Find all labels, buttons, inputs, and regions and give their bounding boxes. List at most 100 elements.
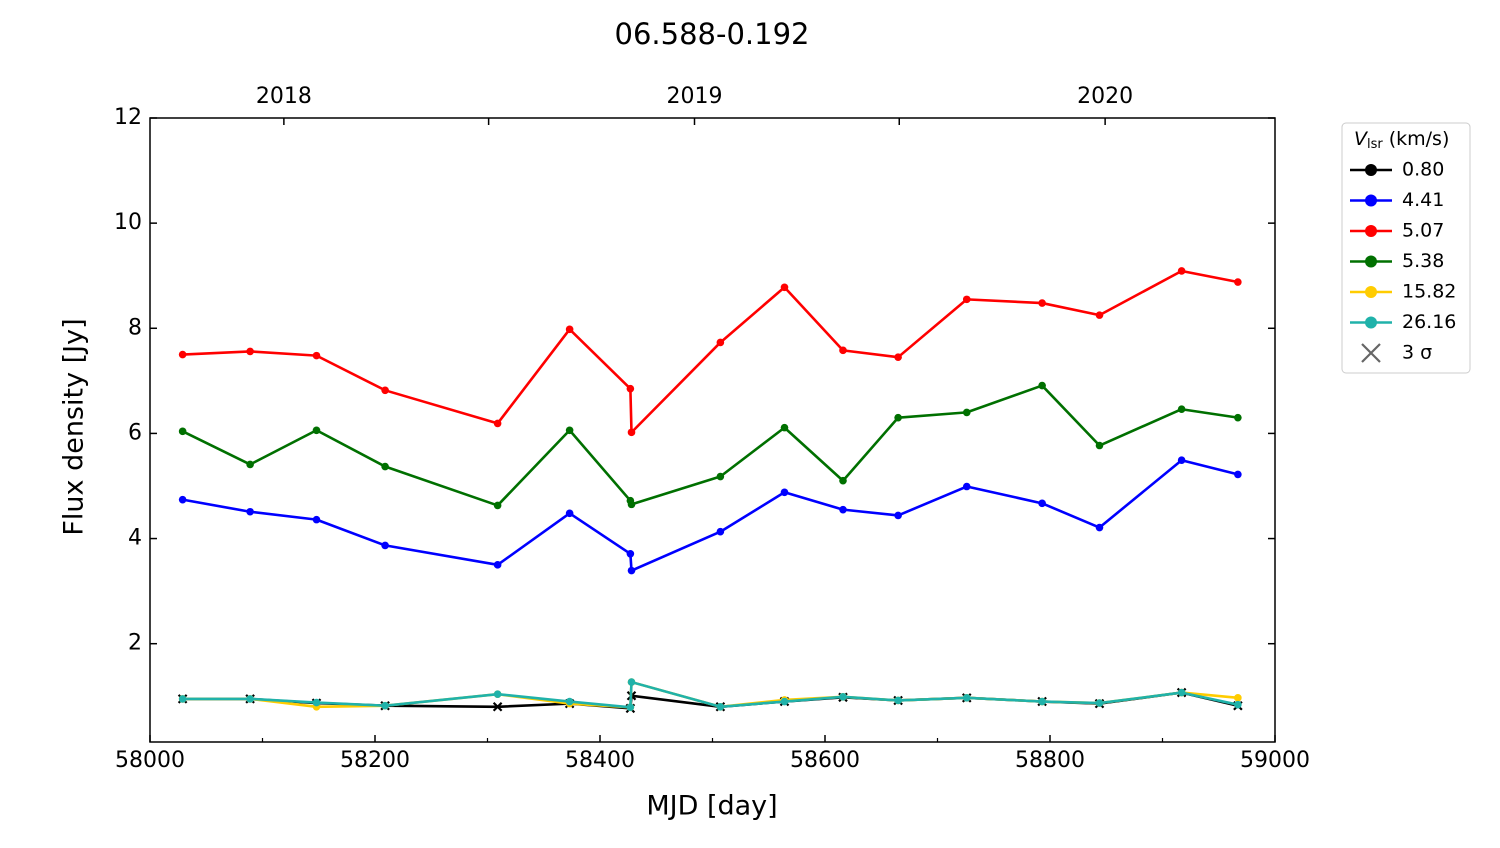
x2-tick-label: 2020 (1077, 84, 1133, 109)
x-tick-label: 58400 (565, 748, 635, 773)
x-tick-label: 58000 (115, 748, 185, 773)
point (626, 703, 635, 712)
legend-limit-marker (1361, 343, 1381, 363)
point (716, 702, 725, 711)
point (1095, 441, 1104, 450)
point (493, 690, 502, 698)
point (962, 482, 971, 491)
y-tick-label: 2 (128, 631, 142, 656)
point (493, 501, 502, 510)
point (1234, 700, 1242, 709)
legend-marker (1365, 286, 1377, 298)
point (178, 695, 187, 703)
point (1095, 523, 1104, 532)
x-tick-label: 58600 (790, 748, 860, 773)
point (381, 386, 389, 395)
point (1234, 470, 1242, 479)
point (1038, 499, 1046, 508)
point (627, 678, 636, 686)
point (962, 408, 971, 417)
series-line (182, 680, 1239, 709)
point (246, 460, 254, 469)
y-tick-label: 10 (114, 210, 142, 235)
legend-label: 5.38 (1402, 250, 1444, 272)
point (312, 698, 321, 707)
legend-label: 0.80 (1402, 159, 1444, 181)
point (894, 353, 902, 361)
point (839, 476, 847, 485)
x-tick-label: 58200 (340, 748, 410, 773)
point (1177, 267, 1186, 275)
point (1177, 456, 1186, 465)
legend-box (1341, 122, 1471, 374)
x-axis-label: MJD [day] (646, 791, 777, 822)
point (1038, 381, 1046, 390)
point (626, 550, 635, 558)
point (716, 338, 725, 347)
point (1038, 697, 1046, 706)
legend-marker (1365, 255, 1377, 268)
point (839, 692, 847, 701)
x-tick-label: 58800 (1015, 748, 1085, 773)
legend-marker (1365, 225, 1377, 237)
chart-title: 06.588-0.192 (615, 17, 810, 51)
point (716, 472, 725, 481)
point (780, 488, 789, 497)
point (178, 495, 187, 504)
point (839, 346, 847, 355)
series-line (182, 384, 1239, 507)
point (839, 505, 847, 514)
legend-marker (1365, 164, 1377, 176)
point (626, 384, 635, 393)
point (780, 423, 789, 432)
point (246, 347, 254, 356)
point (894, 511, 902, 520)
series-line (182, 269, 1239, 434)
point (246, 507, 254, 516)
point (381, 462, 389, 471)
point (962, 295, 971, 304)
point (492, 702, 503, 712)
point (1234, 413, 1242, 422)
legend-marker (1365, 316, 1377, 329)
point (493, 419, 502, 428)
y-tick-label: 12 (114, 105, 142, 130)
x2-tick-label: 2018 (256, 84, 312, 109)
y-tick-label: 8 (128, 315, 142, 340)
point (381, 541, 389, 550)
point (780, 697, 789, 706)
legend-label: 15.82 (1402, 281, 1456, 303)
point (1234, 278, 1242, 286)
point (627, 500, 636, 509)
legend-label: 4.41 (1402, 189, 1444, 211)
point (780, 283, 789, 292)
legend-label: 5.07 (1402, 220, 1444, 242)
legend-title: Vlsr (km/s) (1354, 128, 1449, 152)
point (178, 350, 187, 359)
legend-limit-label: 3 σ (1402, 342, 1432, 364)
point (962, 694, 971, 702)
legend-marker (1365, 194, 1377, 207)
point (381, 701, 389, 710)
series-line (182, 458, 1239, 572)
point (1038, 299, 1046, 307)
point (565, 325, 574, 334)
point (312, 515, 321, 524)
point (1177, 688, 1186, 697)
point (894, 696, 902, 705)
point (565, 697, 574, 706)
point (894, 413, 902, 422)
point (312, 351, 321, 360)
x2-tick-label: 2019 (667, 84, 723, 109)
legend-label: 26.16 (1402, 311, 1456, 333)
x-tick-label: 59000 (1240, 748, 1310, 773)
point (1234, 694, 1242, 702)
point (246, 695, 254, 703)
point (627, 428, 636, 437)
point (716, 527, 725, 536)
point (1177, 405, 1186, 414)
y-tick-label: 4 (128, 526, 142, 551)
point (312, 426, 321, 435)
point (1095, 699, 1104, 707)
